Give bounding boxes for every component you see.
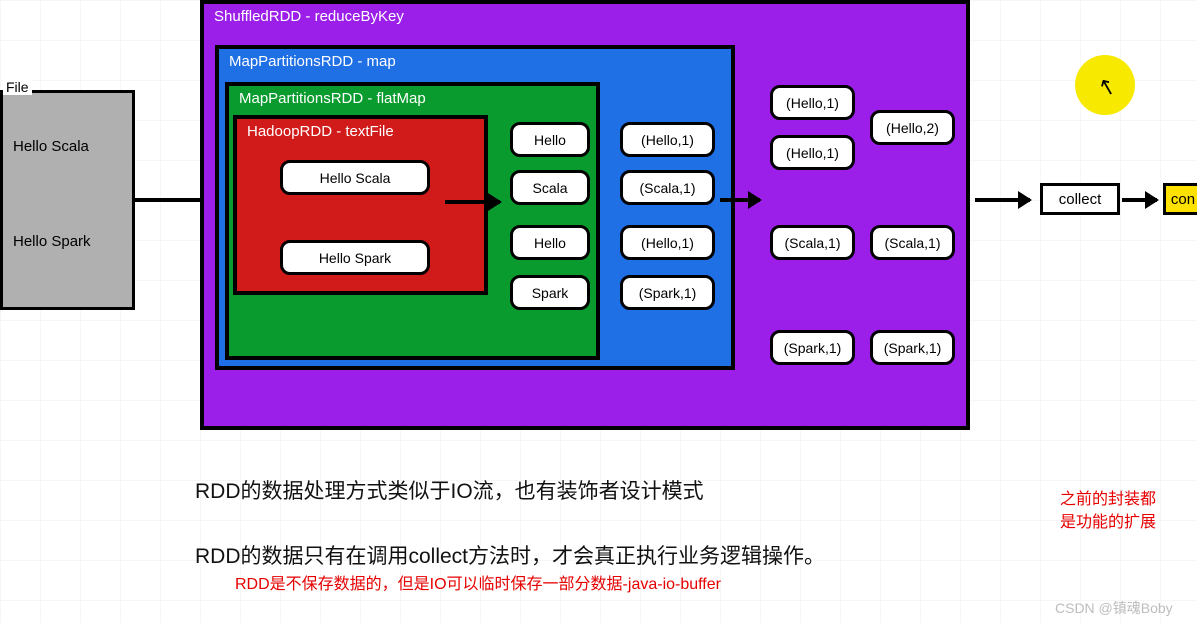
side-note-2: 是功能的扩展 — [1060, 508, 1156, 532]
caption-line-1: RDD的数据处理方式类似于IO流，也有装饰者设计模式 — [195, 475, 704, 505]
layer-purple-label: ShuffledRDD - reduceByKey — [214, 8, 404, 25]
purple-left-1: (Hello,1) — [770, 85, 855, 120]
cursor-icon: ↖ — [1095, 72, 1120, 102]
red-item-2: Hello Spark — [280, 240, 430, 275]
file-line-2: Hello Spark — [13, 233, 91, 250]
collect-box: collect — [1040, 183, 1120, 215]
file-line-1: Hello Scala — [13, 138, 89, 155]
purple-left-3: (Scala,1) — [770, 225, 855, 260]
purple-left-4: (Spark,1) — [770, 330, 855, 365]
purple-right-1: (Hello,2) — [870, 110, 955, 145]
arrow-red-to-green — [445, 200, 500, 204]
cursor-highlight: ↖ — [1075, 55, 1135, 115]
blue-item-4: (Spark,1) — [620, 275, 715, 310]
file-legend: File — [3, 79, 32, 95]
watermark: CSDN @镇魂Boby — [1055, 598, 1173, 618]
arrow-blue-to-purple — [720, 198, 760, 202]
arrow-purple-to-collect — [975, 198, 1030, 202]
file-panel: File Hello Scala Hello Spark — [0, 90, 135, 310]
bottom-note: RDD是不保存数据的，但是IO可以临时保存一部分数据-java-io-buffe… — [235, 570, 721, 594]
blue-item-2: (Scala,1) — [620, 170, 715, 205]
purple-left-2: (Hello,1) — [770, 135, 855, 170]
caption-line-2: RDD的数据只有在调用collect方法时，才会真正执行业务逻辑操作。 — [195, 540, 825, 570]
purple-right-3: (Spark,1) — [870, 330, 955, 365]
green-item-3: Hello — [510, 225, 590, 260]
green-item-1: Hello — [510, 122, 590, 157]
layer-green-label: MapPartitionsRDD - flatMap — [239, 90, 426, 107]
side-note-1: 之前的封装都 — [1060, 485, 1156, 509]
green-item-2: Scala — [510, 170, 590, 205]
arrow-collect-to-con — [1122, 198, 1157, 202]
layer-red-label: HadoopRDD - textFile — [247, 123, 394, 140]
blue-item-3: (Hello,1) — [620, 225, 715, 260]
con-box: con — [1163, 183, 1197, 215]
red-item-1: Hello Scala — [280, 160, 430, 195]
green-item-4: Spark — [510, 275, 590, 310]
layer-blue-label: MapPartitionsRDD - map — [229, 53, 396, 70]
blue-item-1: (Hello,1) — [620, 122, 715, 157]
purple-right-2: (Scala,1) — [870, 225, 955, 260]
